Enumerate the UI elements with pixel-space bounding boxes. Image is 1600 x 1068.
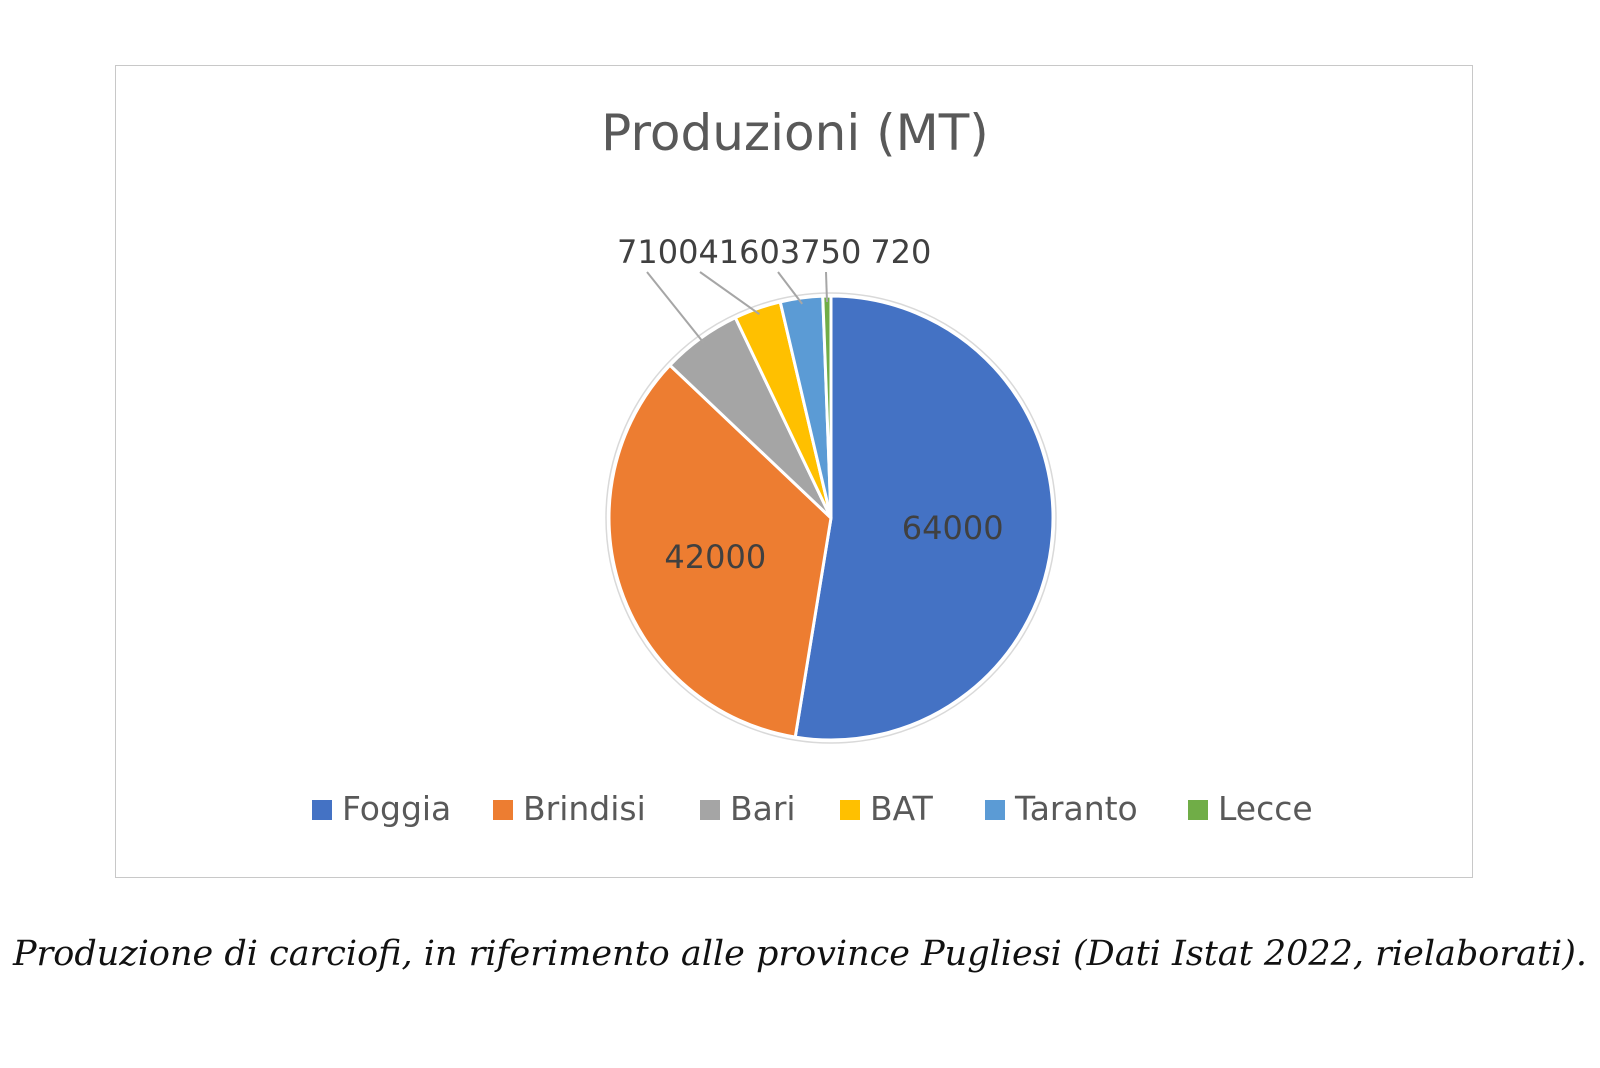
data-label-bari: 7100 xyxy=(617,233,698,271)
data-label-brindisi: 42000 xyxy=(664,538,766,576)
data-label-foggia: 64000 xyxy=(902,509,1004,547)
leader-line-bat xyxy=(699,271,760,316)
legend-swatch-taranto xyxy=(985,800,1005,820)
legend-label-bat: BAT xyxy=(870,789,934,828)
pie-slice-foggia xyxy=(793,294,1055,742)
legend: Foggia Brindisi Bari BAT Taranto Lecce xyxy=(312,789,1313,828)
outer-data-labels: 710041603750 720 xyxy=(617,233,931,271)
inner-data-labels: 64000 42000 xyxy=(664,509,1003,576)
legend-label-taranto: Taranto xyxy=(1014,789,1138,828)
data-label-lecce: 720 xyxy=(870,233,931,271)
pie-outline xyxy=(605,292,1057,744)
legend-swatch-lecce xyxy=(1188,800,1208,820)
legend-swatch-brindisi xyxy=(493,800,513,820)
leader-lines xyxy=(646,271,828,344)
legend-swatch-foggia xyxy=(312,800,332,820)
pie-slices xyxy=(605,292,1057,744)
legend-label-brindisi: Brindisi xyxy=(523,789,646,828)
pie-slice-brindisi xyxy=(607,363,833,739)
legend-label-foggia: Foggia xyxy=(342,789,451,828)
legend-label-lecce: Lecce xyxy=(1218,789,1313,828)
leader-line-lecce xyxy=(825,271,828,303)
figure-caption: Produzione di carciofi, in riferimento a… xyxy=(13,934,1587,974)
legend-label-bari: Bari xyxy=(730,789,796,828)
data-label-bat: 4160 xyxy=(698,233,779,271)
chart-title: Produzioni (MT) xyxy=(601,104,989,162)
leader-line-bari xyxy=(646,271,705,344)
legend-swatch-bari xyxy=(700,800,720,820)
data-label-taranto: 3750 xyxy=(780,233,861,271)
leader-line-taranto xyxy=(777,271,803,305)
legend-swatch-bat xyxy=(840,800,860,820)
